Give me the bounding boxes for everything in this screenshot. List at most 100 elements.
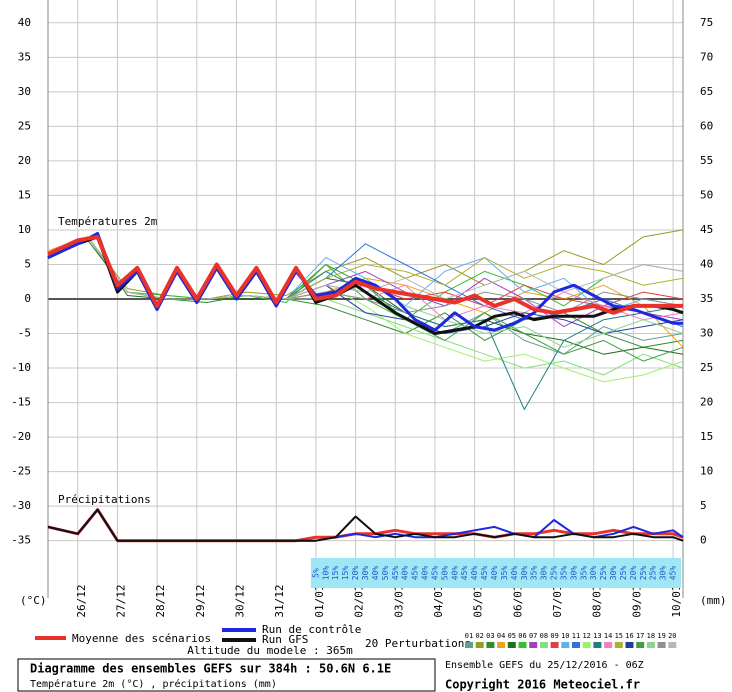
legend-label: 14 xyxy=(604,632,612,640)
probability-label: 30% xyxy=(589,566,598,581)
footer-subtitle: Température 2m (°C) , précipitations (mm… xyxy=(30,678,277,690)
probability-label: 30% xyxy=(609,566,618,581)
probability-label: 30% xyxy=(659,566,668,581)
x-tick-label: 09/01 xyxy=(630,584,643,617)
probability-label: 10% xyxy=(321,566,330,581)
legend-swatch xyxy=(657,642,666,648)
footer-copyright: Copyright 2016 Meteociel.fr xyxy=(445,678,640,692)
y-tick-label: 25 xyxy=(18,119,31,132)
probability-strip xyxy=(310,558,681,588)
footer-run: Ensemble GEFS du 25/12/2016 - 06Z xyxy=(445,660,644,671)
legend-label: Moyenne des scénarios xyxy=(72,632,211,645)
probability-label: 35% xyxy=(500,566,509,581)
legend-swatch xyxy=(572,642,580,648)
probability-label: 40% xyxy=(450,566,459,581)
legend-label: 01 xyxy=(465,632,473,640)
y2-tick-label: 20 xyxy=(700,396,713,409)
y2-tick-label: 5 xyxy=(700,499,707,512)
probability-label: 40% xyxy=(510,566,519,581)
probability-label: 20% xyxy=(351,566,360,581)
legend-swatch xyxy=(561,642,570,648)
y-tick-label: 35 xyxy=(18,50,31,63)
probability-label: 45% xyxy=(391,566,400,581)
probability-label: 25% xyxy=(550,566,559,581)
x-tick-label: 08/01 xyxy=(591,584,604,617)
probability-label: 25% xyxy=(599,566,608,581)
annotation: Précipitations xyxy=(58,493,151,506)
x-tick-label: 07/01 xyxy=(551,584,564,617)
legend-swatch xyxy=(593,642,602,648)
legend-swatch xyxy=(529,642,538,648)
probability-label: 25% xyxy=(639,566,648,581)
y-tick-label: 30 xyxy=(18,85,31,98)
y-tick-label: -5 xyxy=(18,327,31,340)
y2-tick-label: 60 xyxy=(700,119,713,132)
legend-label: Run GFS xyxy=(262,633,308,646)
legend-swatch xyxy=(518,642,527,648)
y2-tick-label: 55 xyxy=(700,154,713,167)
series-line xyxy=(47,229,684,300)
series-line xyxy=(47,234,683,315)
y2-tick-label: 75 xyxy=(700,16,713,29)
probability-label: 50% xyxy=(381,566,390,581)
probability-label: 40% xyxy=(401,566,410,581)
y-tick-label: 40 xyxy=(18,16,31,29)
probability-label: 45% xyxy=(411,566,420,581)
legend-label: 18 xyxy=(647,632,655,640)
legend-swatch xyxy=(582,642,591,648)
probability-label: 5% xyxy=(311,568,320,578)
y2-tick-label: 35 xyxy=(700,292,713,305)
altitude: Altitude du modele : 365m xyxy=(187,644,353,657)
probability-label: 15% xyxy=(331,566,340,581)
annotation: Températures 2m xyxy=(58,215,158,228)
legend-swatch xyxy=(604,642,613,648)
legend-label: 10 xyxy=(561,632,569,640)
legend-label: 09 xyxy=(550,632,558,640)
legend-label: 11 xyxy=(572,632,580,640)
probability-label: 30% xyxy=(569,566,578,581)
probability-label: 25% xyxy=(619,566,628,581)
probability-label: 35% xyxy=(530,566,539,581)
x-tick-label: 01/01 xyxy=(313,584,326,617)
probability-label: 45% xyxy=(480,566,489,581)
x-tick-label: 06/01 xyxy=(511,584,524,617)
y2-tick-label: 15 xyxy=(700,430,713,443)
y-tick-label: -25 xyxy=(11,465,31,478)
legend-swatch xyxy=(539,642,548,648)
y2-axis-label: (mm) xyxy=(700,594,727,607)
y2-tick-label: 40 xyxy=(700,257,713,270)
x-tick-label: 02/01 xyxy=(353,584,366,617)
x-tick-label: 03/01 xyxy=(392,584,405,617)
probability-label: 40% xyxy=(470,566,479,581)
y-tick-label: 15 xyxy=(18,188,31,201)
y-tick-label: 10 xyxy=(18,223,31,236)
legend-swatch xyxy=(497,642,506,648)
y-tick-label: -15 xyxy=(11,396,31,409)
probability-label: 30% xyxy=(361,566,370,581)
probability-label: 50% xyxy=(440,566,449,581)
probability-label: 40% xyxy=(490,566,499,581)
perturbations-label: 20 Perturbations xyxy=(365,637,471,650)
probability-label: 40% xyxy=(371,566,380,581)
legend-swatch xyxy=(668,642,677,648)
legend-label: Run de contrôle xyxy=(262,623,361,636)
x-tick-label: 29/12 xyxy=(194,584,207,617)
probability-label: 35% xyxy=(579,566,588,581)
probability-label: 40% xyxy=(421,566,430,581)
x-tick-label: 26/12 xyxy=(75,584,88,617)
x-tick-label: 04/01 xyxy=(432,584,445,617)
footer-title: Diagramme des ensembles GEFS sur 384h : … xyxy=(30,662,391,676)
probability-label: 20% xyxy=(629,566,638,581)
y2-tick-label: 65 xyxy=(700,85,713,98)
legend-label: 05 xyxy=(508,632,516,640)
legend-swatch xyxy=(475,642,484,648)
y2-tick-label: 25 xyxy=(700,361,713,374)
legend-label: 19 xyxy=(657,632,665,640)
y2-tick-label: 45 xyxy=(700,223,713,236)
y-tick-label: -30 xyxy=(11,499,31,512)
y-tick-label: 20 xyxy=(18,154,31,167)
legend-swatch xyxy=(486,642,495,648)
legend-swatch xyxy=(614,642,623,648)
